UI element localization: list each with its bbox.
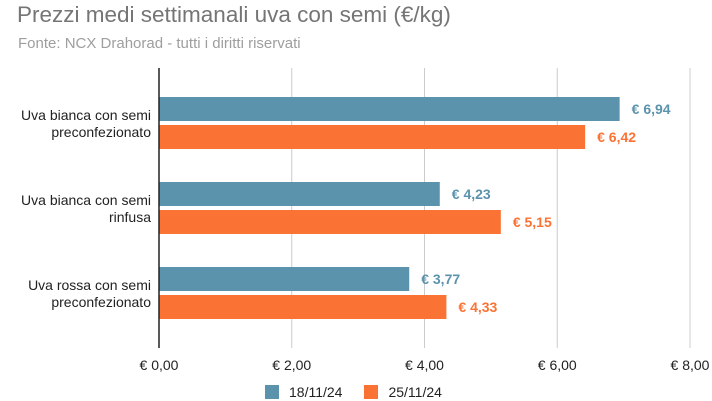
bar-1-series-1 bbox=[159, 97, 620, 121]
category-label-2-line-1: Uva bianca con semi bbox=[21, 192, 151, 208]
legend-label-series-1: 18/11/24 bbox=[289, 384, 343, 400]
data-label-2-series-1: € 4,23 bbox=[452, 186, 491, 202]
category-label-1: Uva bianca con semi preconfezionato bbox=[21, 107, 151, 140]
legend-item-series-2: 25/11/24 bbox=[364, 384, 442, 400]
legend-label-series-2: 25/11/24 bbox=[388, 384, 442, 400]
data-label-1-series-1: € 6,94 bbox=[632, 101, 671, 117]
x-tick-label-4: € 8,00 bbox=[671, 357, 710, 373]
category-label-2: Uva bianca con semi rinfusa bbox=[21, 192, 151, 225]
x-tick-label-2: € 4,00 bbox=[405, 357, 444, 373]
x-tick-label-0: € 0,00 bbox=[140, 357, 179, 373]
x-tick-label-3: € 6,00 bbox=[538, 357, 577, 373]
x-tick-label-1: € 2,00 bbox=[272, 357, 311, 373]
data-label-2-series-2: € 5,15 bbox=[513, 214, 552, 230]
legend-item-series-1: 18/11/24 bbox=[265, 384, 342, 400]
chart-subtitle: Fonte: NCX Drahorad - tutti i diritti ri… bbox=[18, 35, 301, 52]
category-label-3-line-1: Uva rossa con semi bbox=[28, 277, 151, 293]
category-label-1-line-1: Uva bianca con semi bbox=[21, 107, 151, 123]
category-label-3-line-2: preconfezionato bbox=[51, 294, 151, 310]
legend-swatch-series-1 bbox=[265, 385, 279, 399]
data-label-3-series-1: € 3,77 bbox=[421, 271, 460, 287]
category-label-1-line-2: preconfezionato bbox=[51, 124, 151, 140]
bar-3-series-1 bbox=[159, 267, 410, 291]
legend: 18/11/24 25/11/24 bbox=[265, 384, 464, 400]
bar-1-series-2 bbox=[159, 125, 586, 149]
chart-title: Prezzi medi settimanali uva con semi (€/… bbox=[17, 2, 451, 27]
data-label-3-series-2: € 4,33 bbox=[458, 299, 497, 315]
bar-2-series-1 bbox=[159, 182, 440, 206]
bar-2-series-2 bbox=[159, 210, 501, 234]
bar-3-series-2 bbox=[159, 295, 447, 319]
category-label-2-line-2: rinfusa bbox=[109, 209, 151, 225]
category-label-3: Uva rossa con semi preconfezionato bbox=[28, 277, 151, 310]
legend-swatch-series-2 bbox=[364, 385, 379, 399]
data-label-1-series-2: € 6,42 bbox=[597, 129, 636, 145]
